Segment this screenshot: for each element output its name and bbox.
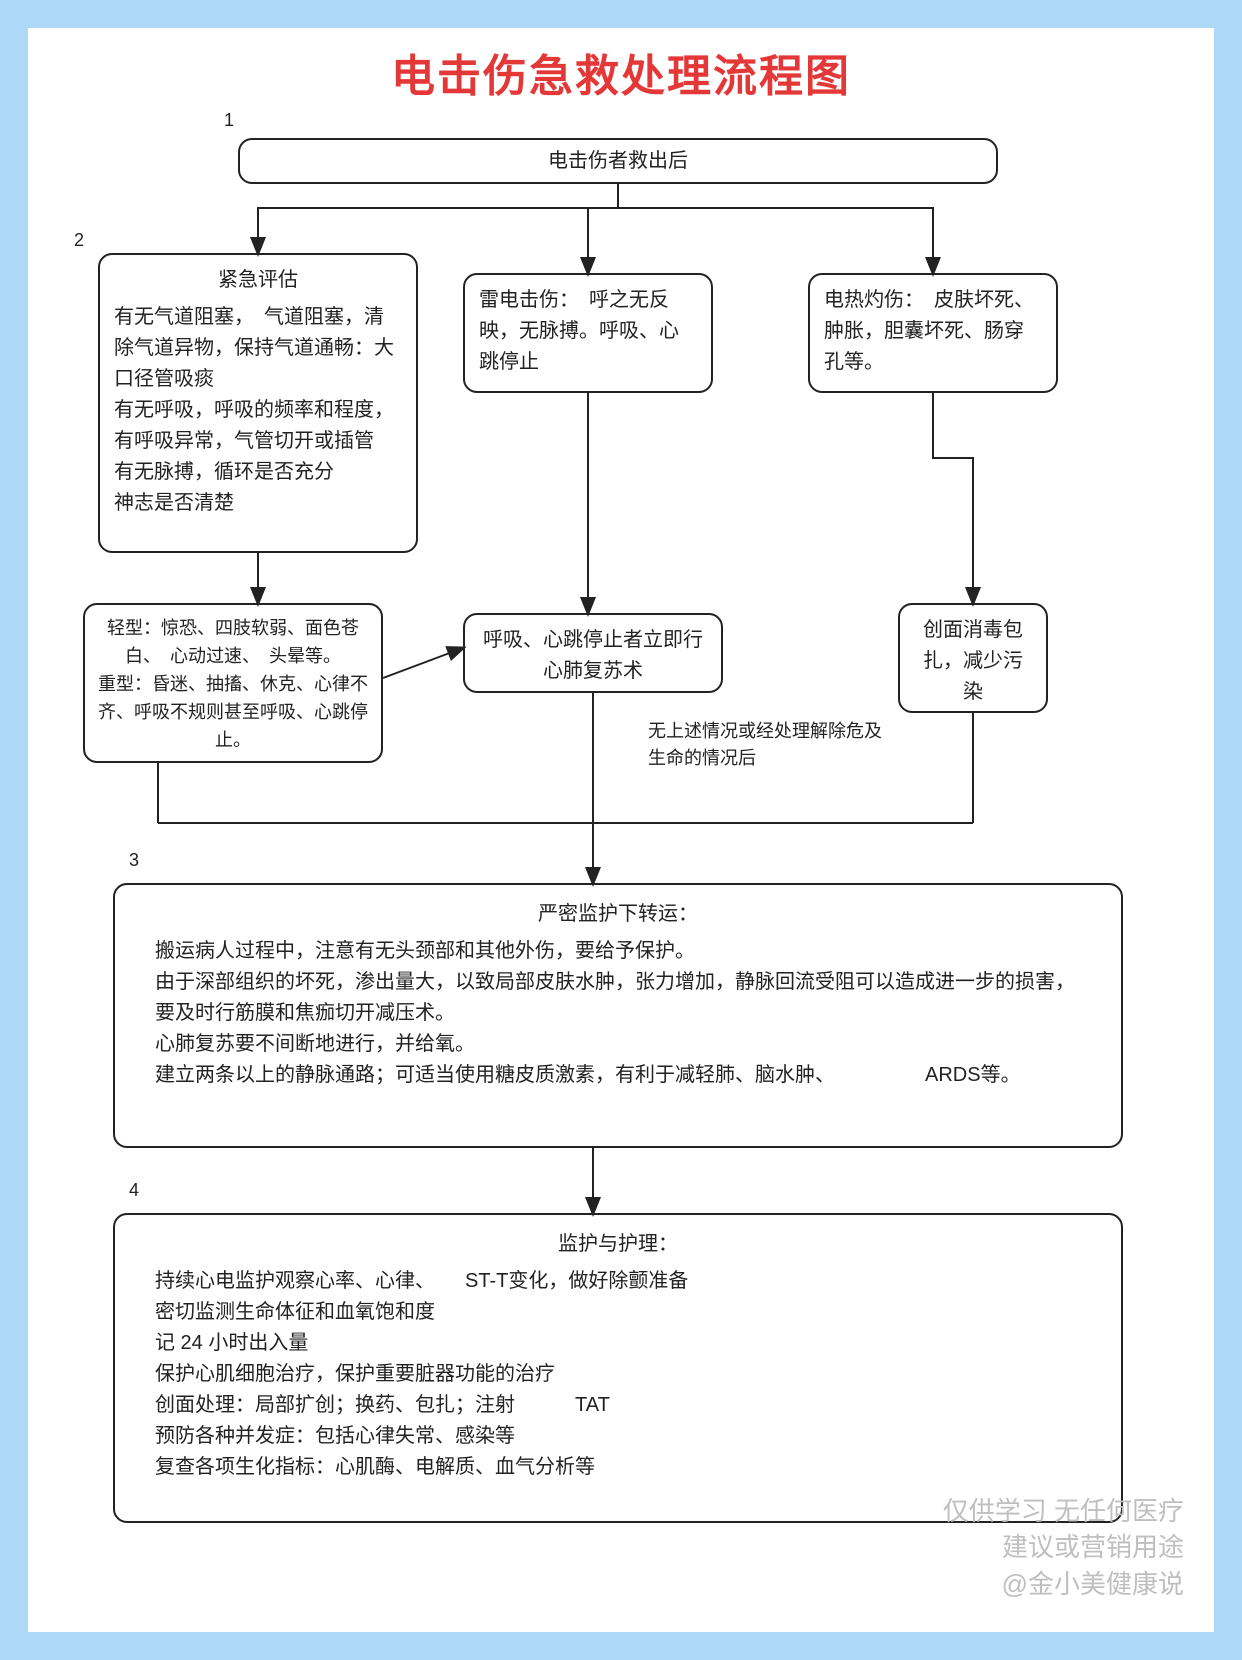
arrow-fan-right [618,208,933,273]
node-burn-text: 电热灼伤： 皮肤坏死、肿胀，胆囊坏死、肠穿孔等。 [824,285,1042,378]
node-assess: 紧急评估 有无气道阻塞， 气道阻塞，清除气道异物，保持气道通畅：大口径管吸痰 有… [98,253,418,553]
watermark-line3: @金小美健康说 [943,1566,1184,1602]
node-wound-text: 创面消毒包扎，减少污染 [914,615,1032,708]
node-cpr-text: 呼吸、心跳停止者立即行心肺复苏术 [479,625,707,687]
node-assess-title: 紧急评估 [114,265,402,296]
step-tag-3: 3 [123,848,145,873]
node-monitor-title: 监护与护理： [155,1229,1081,1260]
node-lightning-text: 雷电击伤： 呼之无反映，无脉搏。呼吸、心跳停止 [479,285,697,378]
arrow-burn-down [933,393,973,603]
node-transport: 严密监护下转运： 搬运病人过程中，注意有无头颈部和其他外伤，要给予保护。 由于深… [113,883,1123,1148]
node-cpr: 呼吸、心跳停止者立即行心肺复苏术 [463,613,723,693]
outer-frame: 电击伤急救处理流程图 1 2 3 4 电击伤者救出后 紧急评估 有无气道阻塞， … [0,0,1242,1660]
node-transport-title: 严密监护下转运： [155,899,1081,930]
arrow-fan-left [258,208,618,253]
diagram-title: 电击伤急救处理流程图 [28,40,1214,104]
node-transport-body: 搬运病人过程中，注意有无头颈部和其他外伤，要给予保护。 由于深部组织的坏死，渗出… [155,936,1081,1091]
node-severity: 轻型：惊恐、四肢软弱、面色苍白、 心动过速、 头晕等。 重型：昏迷、抽搐、休克、… [83,603,383,763]
step-tag-2: 2 [68,228,90,253]
node-monitor-body: 持续心电监护观察心率、心律、 ST-T变化，做好除颤准备 密切监测生命体征和血氧… [155,1266,1081,1483]
arrow-severity-cpr [383,648,463,678]
node-start-text: 电击伤者救出后 [548,150,688,172]
node-lightning: 雷电击伤： 呼之无反映，无脉搏。呼吸、心跳停止 [463,273,713,393]
node-burn: 电热灼伤： 皮肤坏死、肿胀，胆囊坏死、肠穿孔等。 [808,273,1058,393]
diagram-canvas: 电击伤急救处理流程图 1 2 3 4 电击伤者救出后 紧急评估 有无气道阻塞， … [28,28,1214,1632]
node-assess-body: 有无气道阻塞， 气道阻塞，清除气道异物，保持气道通畅：大口径管吸痰 有无呼吸，呼… [114,302,402,519]
arrow-fan-mid [588,208,618,273]
node-start: 电击伤者救出后 [238,138,998,184]
watermark-line2: 建议或营销用途 [943,1529,1184,1565]
node-wound: 创面消毒包扎，减少污染 [898,603,1048,713]
node-severity-text: 轻型：惊恐、四肢软弱、面色苍白、 心动过速、 头晕等。 重型：昏迷、抽搐、休克、… [97,615,369,754]
note-after-cpr: 无上述情况或经处理解除危及生命的情况后 [648,718,888,772]
step-tag-4: 4 [123,1178,145,1203]
node-monitor: 监护与护理： 持续心电监护观察心率、心律、 ST-T变化，做好除颤准备 密切监测… [113,1213,1123,1523]
step-tag-1: 1 [218,108,240,133]
